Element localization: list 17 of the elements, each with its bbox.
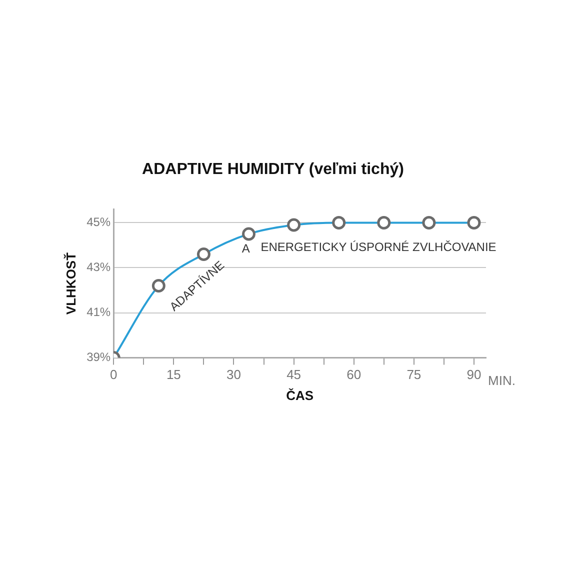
- annotation: A: [242, 242, 250, 256]
- y-tick-label: 41%: [86, 305, 111, 320]
- text: MIN.: [488, 372, 516, 388]
- x-tick-label: 0: [110, 367, 118, 382]
- x-tick-label: 60: [346, 367, 362, 382]
- y-tick-label: 39%: [86, 350, 111, 364]
- x-axis-title: ČAS: [286, 388, 314, 403]
- y-axis-title: VLHKOSŤ: [63, 252, 78, 315]
- x-tick-label: 75: [406, 367, 422, 382]
- x-tick-label: 45: [286, 367, 302, 382]
- y-tick-label: 45%: [86, 215, 111, 230]
- x-tick-label: 30: [226, 367, 241, 382]
- x-tick-label: 15: [166, 367, 181, 382]
- x-tick-label: 90: [466, 367, 482, 382]
- annotation: ENERGETICKY ÚSPORNÉ ZVLHČOVANIE: [260, 240, 496, 254]
- chart-title: ADAPTIVE HUMIDITY (veľmi tichý): [142, 161, 404, 178]
- y-tick-label: 43%: [86, 260, 111, 274]
